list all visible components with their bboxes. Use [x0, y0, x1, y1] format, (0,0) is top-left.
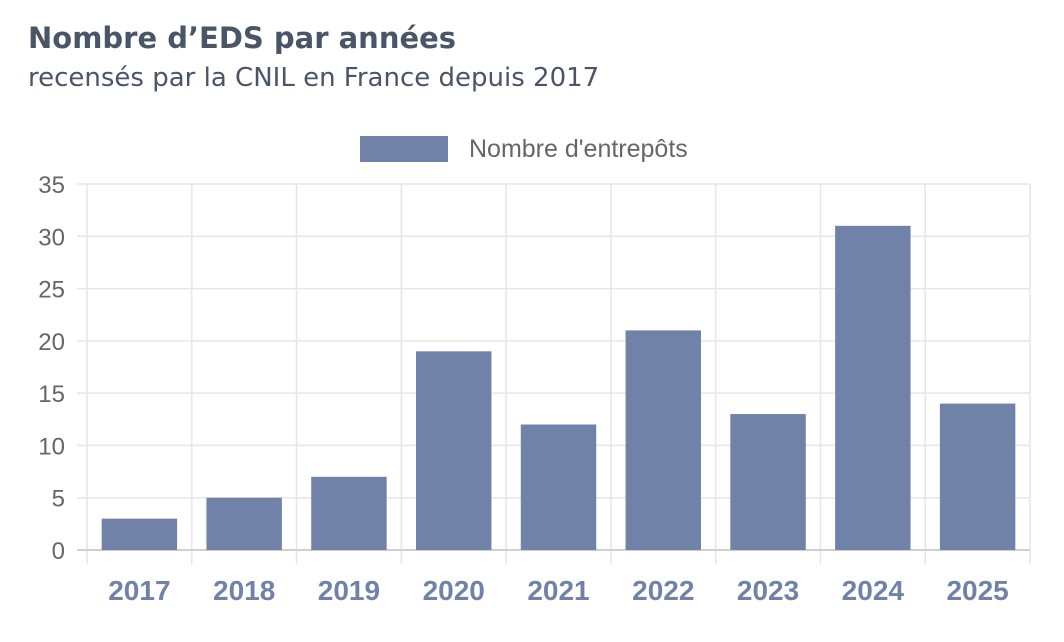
x-tick-label: 2022: [632, 575, 694, 606]
y-tick-label: 35: [38, 172, 65, 199]
bars[interactable]: [101, 225, 1016, 551]
chart-header: Nombre d’EDS par années recensés par la …: [28, 18, 599, 98]
x-tick-label: 2019: [318, 575, 380, 606]
bar-2020[interactable]: [416, 351, 492, 550]
chart-subtitle: recensés par la CNIL en France depuis 20…: [28, 63, 600, 93]
legend-label: Nombre d'entrepôts: [469, 135, 688, 163]
y-tick-label: 15: [38, 381, 65, 408]
x-tick-label: 2018: [213, 575, 275, 606]
bar-2023[interactable]: [730, 414, 806, 550]
y-tick-label: 0: [52, 538, 65, 565]
y-tick-label: 5: [52, 486, 65, 513]
x-tick-label: 2021: [527, 575, 589, 606]
legend[interactable]: Nombre d'entrepôts: [360, 135, 688, 163]
y-tick-label: 25: [38, 277, 65, 304]
bar-2025[interactable]: [939, 403, 1016, 550]
chart-title: Nombre d’EDS par années: [28, 21, 457, 55]
bar-2019[interactable]: [311, 476, 387, 550]
x-axis: 2017 2018 2019 2020 2021 2022 2023 2024 2025: [77, 549, 1030, 606]
y-tick-label: 30: [38, 224, 65, 251]
y-axis: 0 5 10 15 20 25 30 35: [38, 172, 65, 565]
bar-2017[interactable]: [101, 518, 178, 550]
y-tick-label: 20: [38, 329, 65, 356]
bar-2022[interactable]: [625, 330, 701, 550]
x-tick-label: 2025: [946, 575, 1008, 606]
legend-swatch: [360, 136, 448, 162]
x-tick-label: 2024: [842, 575, 905, 606]
bar-2024[interactable]: [835, 225, 911, 551]
x-tick-label: 2023: [737, 575, 799, 606]
y-tick-label: 10: [38, 433, 65, 460]
x-tick-label: 2017: [108, 575, 170, 606]
bar-2018[interactable]: [206, 497, 282, 550]
x-tick-label: 2020: [423, 575, 485, 606]
bar-2021[interactable]: [520, 424, 597, 550]
